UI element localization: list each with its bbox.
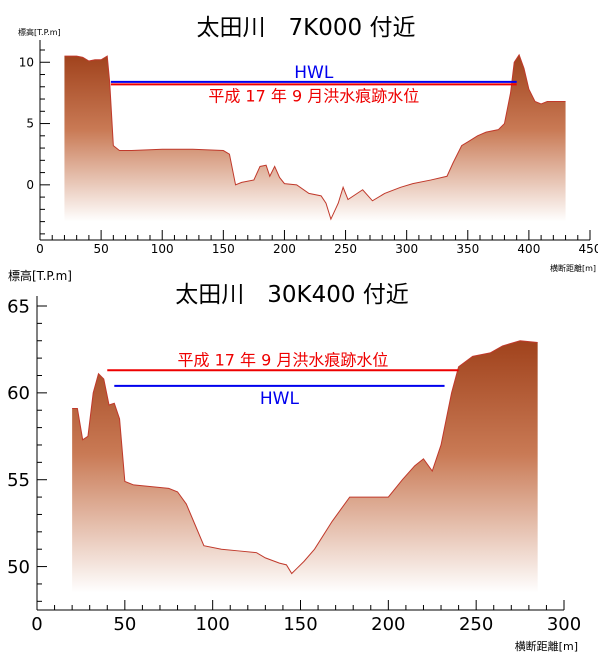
chart1-y-tick-label: 10 <box>19 55 34 69</box>
chart2-water-level-label: 平成 17 年 9 月洪水痕跡水位 <box>177 350 388 369</box>
chart2-x-tick-label: 300 <box>547 614 581 635</box>
chart2-y-tick-label: 55 <box>7 470 30 491</box>
chart2-x-axis-label: 横断距離[m] <box>515 639 578 653</box>
chart2-x-tick-label: 100 <box>195 614 229 635</box>
chart2-y-tick-label: 50 <box>7 557 30 578</box>
chart1-terrain-area <box>64 54 566 222</box>
chart1-y-tick-label: 0 <box>26 178 34 192</box>
chart1-x-tick-label: 200 <box>273 242 296 256</box>
chart2-x-tick-label: 50 <box>113 614 136 635</box>
chart2-x-tick-label: 250 <box>459 614 493 635</box>
chart1-water-level-label: HWL <box>294 63 334 83</box>
chart2-y-tick-label: 60 <box>7 383 30 404</box>
chart1-title: 太田川 7K000 付近 <box>197 15 416 41</box>
chart1-x-tick-label: 400 <box>517 242 540 256</box>
chart2-water-level-label: HWL <box>260 389 300 409</box>
chart1-x-tick-label: 350 <box>456 242 479 256</box>
chart2-terrain-area <box>72 340 538 593</box>
chart1-x-axis-label: 横断距離[m] <box>550 263 596 273</box>
chart1-x-tick-label: 0 <box>36 242 44 256</box>
chart1-x-tick-label: 450 <box>579 242 598 256</box>
chart1-x-tick-label: 300 <box>395 242 418 256</box>
chart1-x-tick-label: 100 <box>151 242 174 256</box>
chart2-x-tick-label: 0 <box>31 614 42 635</box>
chart1-x-tick-label: 250 <box>334 242 357 256</box>
chart1-y-tick-label: 5 <box>26 117 34 131</box>
chart2-terrain-profile <box>72 340 538 575</box>
chart1-terrain-profile <box>64 53 566 221</box>
chart2-y-tick-label: 65 <box>7 296 30 317</box>
chart2-title: 太田川 30K400 付近 <box>175 282 409 308</box>
chart2-x-tick-label: 150 <box>283 614 317 635</box>
chart2-x-tick-label: 200 <box>371 614 405 635</box>
chart1-x-tick-label: 150 <box>212 242 235 256</box>
chart2-y-axis-label: 標高[T.P.m] <box>8 268 72 283</box>
chart1-x-tick-label: 50 <box>93 242 108 256</box>
chart1-water-level-label: 平成 17 年 9 月洪水痕跡水位 <box>208 86 419 105</box>
chart1-y-axis-label: 標高[T.P.m] <box>18 27 61 37</box>
